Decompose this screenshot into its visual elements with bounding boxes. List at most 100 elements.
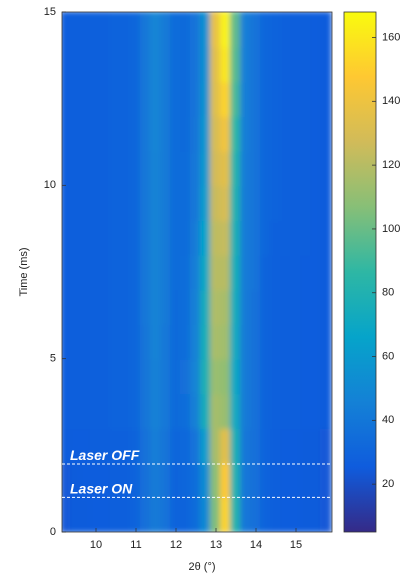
heat-cell [220, 253, 232, 291]
heat-cell [62, 461, 72, 499]
heat-cell [160, 12, 172, 48]
heat-cell [230, 392, 242, 429]
heat-cell [240, 12, 252, 48]
heat-cell [210, 392, 222, 429]
heat-cell [220, 323, 232, 360]
heat-cell [210, 149, 222, 187]
heat-cell [100, 496, 112, 532]
heat-cell [170, 496, 182, 532]
plot-frame [61, 11, 333, 533]
heat-cell [120, 219, 132, 256]
heat-cell [90, 184, 102, 221]
heat-cell [250, 461, 262, 499]
heat-cell [62, 357, 72, 395]
heat-cell [300, 12, 312, 48]
heat-cell [310, 427, 322, 464]
heat-cell [110, 184, 122, 221]
heat-cell [200, 80, 212, 117]
heat-cell [90, 115, 102, 152]
heat-cell [210, 288, 222, 325]
heat-cell [260, 357, 272, 395]
heat-cell [160, 45, 172, 83]
heat-cell [90, 219, 102, 256]
heat-cell [170, 184, 182, 221]
heat-cell [90, 149, 102, 187]
heat-cell [210, 219, 222, 256]
heat-cell [310, 184, 322, 221]
heat-cell [280, 288, 292, 325]
heat-cell [200, 392, 212, 429]
heat-cell [300, 219, 312, 256]
heat-cell [180, 115, 192, 152]
heat-cell [240, 80, 252, 117]
heat-cell [230, 323, 242, 360]
heat-cell [150, 461, 162, 499]
heat-cell [90, 427, 102, 464]
heat-cell [270, 149, 282, 187]
heat-cell [310, 288, 322, 325]
heat-cell [280, 496, 292, 532]
heat-cell [80, 496, 92, 532]
heat-cell [310, 12, 322, 48]
heat-cell [310, 253, 322, 291]
heat-cell [290, 323, 302, 360]
heat-cell [240, 496, 252, 532]
heat-cell [280, 323, 292, 360]
heat-cell [160, 357, 172, 395]
heat-cell [170, 80, 182, 117]
heat-cell [140, 461, 152, 499]
heat-cell [140, 149, 152, 187]
heat-cell [210, 253, 222, 291]
heat-cell [240, 115, 252, 152]
heat-cell [260, 45, 272, 83]
heat-cell [260, 323, 272, 360]
heat-cell [270, 357, 282, 395]
heat-cell [260, 496, 272, 532]
heat-cell [190, 149, 202, 187]
heat-cell [140, 45, 152, 83]
heat-cell [100, 253, 112, 291]
heat-cell [270, 253, 282, 291]
colorbar-tick-label: 80 [382, 287, 394, 299]
heat-cell [120, 12, 132, 48]
heat-cell [160, 496, 172, 532]
heat-cell [180, 12, 192, 48]
heat-cell [140, 323, 152, 360]
heat-cell [220, 149, 232, 187]
heat-cell [220, 115, 232, 152]
heat-cell [130, 184, 142, 221]
heat-cell [290, 427, 302, 464]
heat-cell [240, 427, 252, 464]
heat-cell [320, 323, 332, 360]
heat-cell [80, 392, 92, 429]
heat-cell [70, 12, 82, 48]
heat-cell [300, 80, 312, 117]
heat-cell [250, 12, 262, 48]
heat-cell [190, 427, 202, 464]
heat-cell [320, 115, 332, 152]
heat-cell [140, 184, 152, 221]
heat-cell [230, 253, 242, 291]
heat-cell [320, 461, 332, 499]
heat-cell [300, 184, 312, 221]
heat-cell [62, 219, 72, 256]
heat-cell [62, 12, 72, 48]
heat-cell [220, 12, 232, 48]
heat-cell [90, 45, 102, 83]
heat-cell [240, 461, 252, 499]
colorbar-tick-label: 100 [382, 223, 400, 235]
heat-cell [130, 323, 142, 360]
heat-cell [120, 45, 132, 83]
heat-cell [90, 80, 102, 117]
heat-cell [170, 253, 182, 291]
heat-cell [100, 80, 112, 117]
heat-cell [290, 184, 302, 221]
heat-cell [170, 45, 182, 83]
heat-cell [180, 392, 192, 429]
heat-cell [290, 149, 302, 187]
heat-cell [80, 288, 92, 325]
heat-cell [120, 357, 132, 395]
heat-cell [140, 496, 152, 532]
heat-cell [180, 288, 192, 325]
heat-cell [290, 392, 302, 429]
